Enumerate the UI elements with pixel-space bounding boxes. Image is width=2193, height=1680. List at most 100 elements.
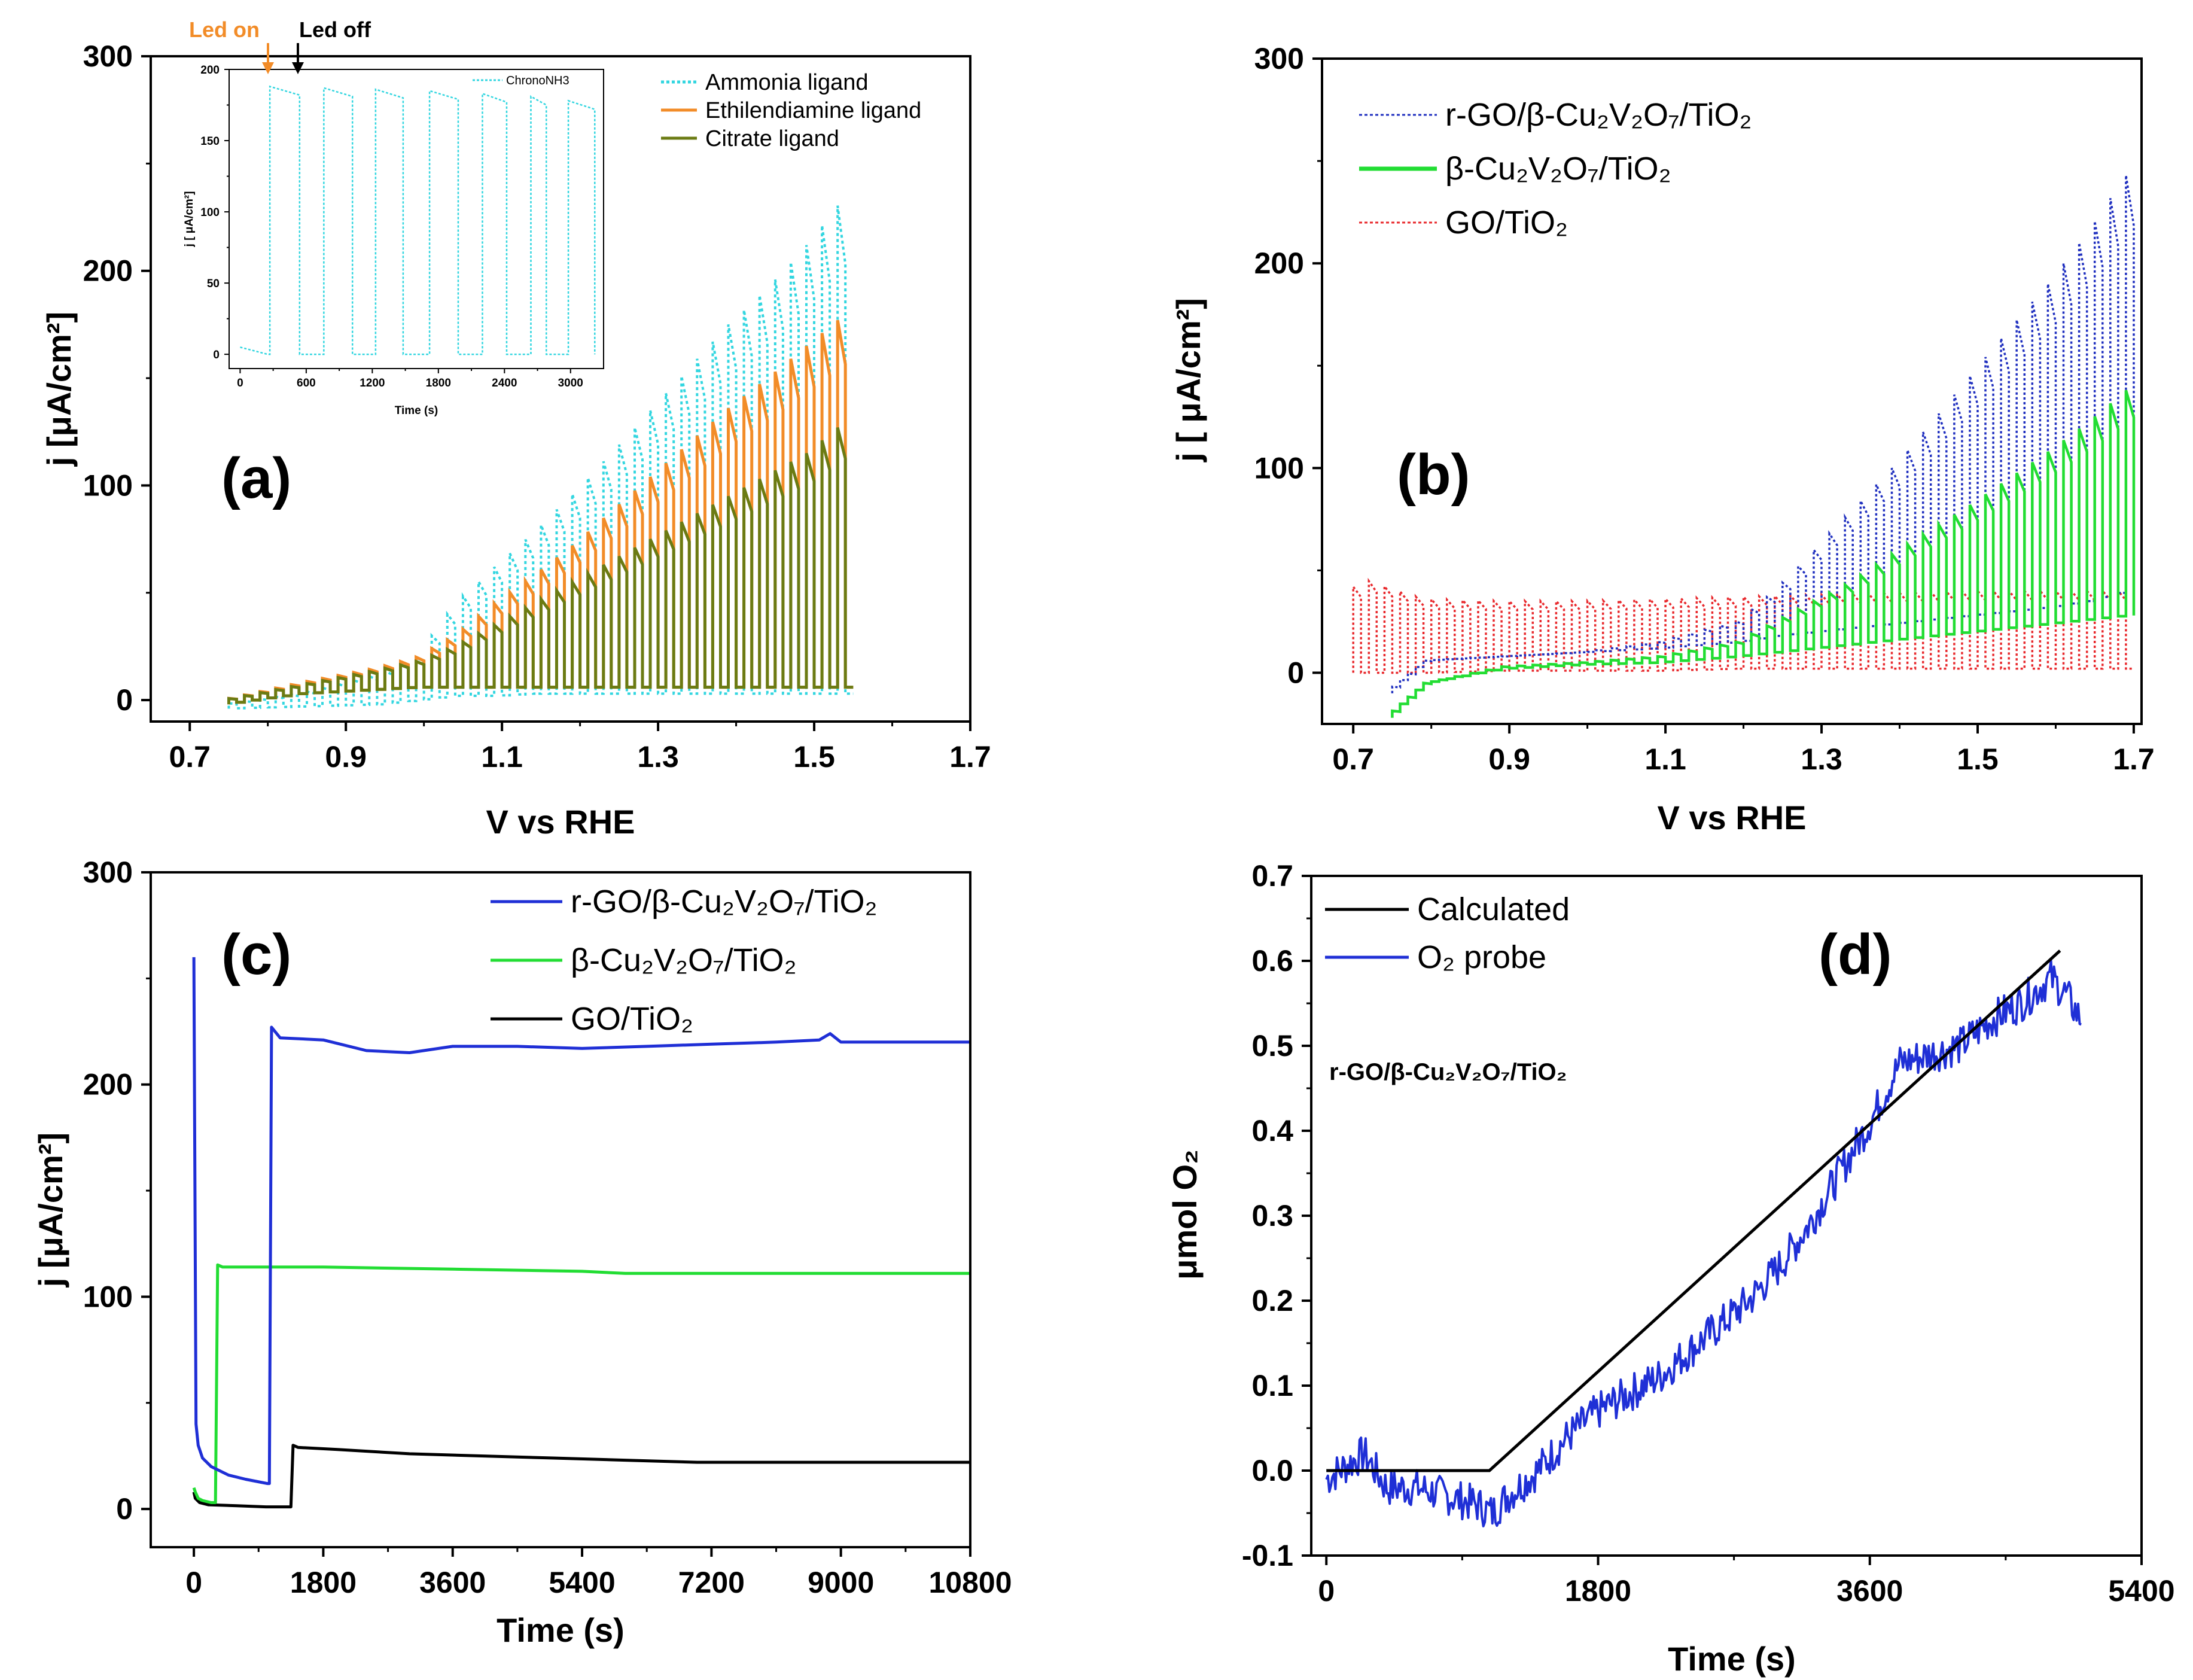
legend-label: β-Cu₂V₂O₇/TiO₂ xyxy=(571,942,797,978)
y-tick-label: 0.6 xyxy=(1251,944,1293,978)
y-tick-label: 0.2 xyxy=(1251,1284,1293,1317)
x-tick-label: 1.7 xyxy=(2113,742,2155,776)
x-tick-label: 0 xyxy=(1318,1574,1335,1608)
y-tick-label: 200 xyxy=(1254,246,1304,280)
panel-c-ticks: 0 1800 3600 5400 7200 9000 10800 0 100 200 300 xyxy=(83,856,1012,1599)
x-tick-label: 3000 xyxy=(558,377,583,389)
legend-label: Ethilendiamine ligand xyxy=(705,98,921,123)
series-line-1 xyxy=(192,957,970,1486)
y-tick-label: 0.0 xyxy=(1251,1454,1293,1487)
x-tick-label: 0 xyxy=(237,377,243,389)
legend-label: O₂ probe xyxy=(1417,939,1546,975)
inset-plot-area xyxy=(240,85,596,355)
y-tick-label: 200 xyxy=(200,64,220,77)
series-line-1 xyxy=(1391,175,2135,693)
y-tick-label: 0.3 xyxy=(1251,1199,1293,1232)
y-tick-label: 50 xyxy=(207,278,220,290)
x-tick-label: 5400 xyxy=(2108,1574,2174,1608)
x-tick-label: 1.3 xyxy=(1801,742,1842,776)
panel-a-letter: (a) xyxy=(221,446,291,510)
x-tick-label: 0.9 xyxy=(325,740,367,774)
y-tick-label: 300 xyxy=(1254,42,1304,75)
panel-b: 0.7 0.9 1.1 1.3 1.5 1.7 0 100 200 300 V vs RHE j … xyxy=(1169,42,2155,836)
panel-b-plot-area xyxy=(1352,175,2136,718)
panel-c-letter: (c) xyxy=(221,923,291,987)
panel-b-ylabel: j [ μA/cm²] xyxy=(1169,298,1207,462)
panel-b-letter: (b) xyxy=(1397,443,1470,507)
y-tick-label: 0 xyxy=(213,349,220,361)
x-tick-label: 0.7 xyxy=(169,740,211,774)
legend-label: β-Cu₂V₂O₇/TiO₂ xyxy=(1445,151,1671,187)
x-tick-label: 3600 xyxy=(419,1566,486,1599)
panel-b-legend: r-GO/β-Cu₂V₂O₇/TiO₂ β-Cu₂V₂O₇/TiO₂ GO/TiO₂ xyxy=(1359,97,1752,241)
legend-label: GO/TiO₂ xyxy=(571,1001,693,1037)
panel-d-sample-title: r-GO/β-Cu₂V₂O₇/TiO₂ xyxy=(1329,1059,1567,1085)
x-tick-label: 3600 xyxy=(1836,1574,1903,1608)
series-line-3 xyxy=(192,1444,970,1509)
y-tick-label: 150 xyxy=(200,135,220,148)
x-tick-label: 1.1 xyxy=(1644,742,1686,776)
series-line-2 xyxy=(1325,959,2082,1527)
x-tick-label: 0 xyxy=(185,1566,202,1599)
panel-c: 0 1800 3600 5400 7200 9000 10800 0 100 200 300 Tim… xyxy=(32,856,1012,1649)
panel-b-ticks: 0.7 0.9 1.1 1.3 1.5 1.7 0 100 200 300 xyxy=(1254,42,2155,776)
y-tick-label: 200 xyxy=(83,254,133,288)
y-tick-label: 100 xyxy=(83,468,133,502)
y-tick-label: 0 xyxy=(116,683,133,717)
inset-ticks: 0 600 1200 1800 2400 3000 0 50 100 150 200 xyxy=(200,64,583,389)
inset-ylabel: j [ μA/cm²] xyxy=(183,191,196,248)
panel-d-xlabel: Time (s) xyxy=(1668,1640,1796,1678)
led-off-annotation: Led off xyxy=(299,17,371,42)
panel-d-ylabel: μmol O₂ xyxy=(1166,1149,1204,1280)
panel-d-ticks: 0 1800 3600 5400 -0.1 0.0 0.1 0.2 0.3 0.4 0.5 0.6 0.… xyxy=(1242,859,2175,1608)
series-line-2 xyxy=(1391,389,2136,718)
x-tick-label: 1.3 xyxy=(637,740,679,774)
x-tick-label: 1.1 xyxy=(481,740,523,774)
panel-c-plot-area xyxy=(192,957,970,1509)
y-tick-label: 100 xyxy=(1254,451,1304,485)
y-tick-label: 0.1 xyxy=(1251,1369,1293,1402)
x-tick-label: 9000 xyxy=(808,1566,874,1599)
panel-a-xlabel: V vs RHE xyxy=(486,803,635,841)
x-tick-label: 0.9 xyxy=(1488,742,1530,776)
series-line-3 xyxy=(1352,577,2134,674)
x-tick-label: 1200 xyxy=(360,377,385,389)
panel-a-legend: Ammonia ligand Ethilendiamine ligand Citra… xyxy=(661,70,921,151)
y-tick-label: -0.1 xyxy=(1242,1539,1293,1572)
legend-label: r-GO/β-Cu₂V₂O₇/TiO₂ xyxy=(571,884,878,920)
panel-c-xlabel: Time (s) xyxy=(497,1611,625,1649)
legend-label: Calculated xyxy=(1417,891,1570,927)
inset-xlabel: Time (s) xyxy=(395,404,438,417)
y-tick-label: 0 xyxy=(116,1492,133,1526)
x-tick-label: 1.5 xyxy=(793,740,835,774)
x-tick-label: 1.5 xyxy=(1957,742,1999,776)
panel-d-legend: Calculated O₂ probe xyxy=(1325,891,1570,975)
panel-d-plot-area xyxy=(1325,949,2082,1527)
led-off-arrowhead xyxy=(292,62,304,74)
x-tick-label: 2400 xyxy=(492,377,517,389)
y-tick-label: 100 xyxy=(200,206,220,219)
x-tick-label: 1800 xyxy=(290,1566,357,1599)
panel-c-legend: r-GO/β-Cu₂V₂O₇/TiO₂ β-Cu₂V₂O₇/TiO₂ GO/TiO₂ xyxy=(491,884,878,1037)
y-tick-label: 300 xyxy=(83,39,133,73)
panel-a-inset: 0 600 1200 1800 2400 3000 0 50 100 150 200 Time (s… xyxy=(183,64,604,417)
x-tick-label: 5400 xyxy=(549,1566,615,1599)
panel-b-xlabel: V vs RHE xyxy=(1658,799,1807,836)
panel-d: 0 1800 3600 5400 -0.1 0.0 0.1 0.2 0.3 0.4 0.5 0.6 0.… xyxy=(1166,859,2175,1678)
legend-label: Ammonia ligand xyxy=(705,70,868,95)
legend-label: r-GO/β-Cu₂V₂O₇/TiO₂ xyxy=(1445,97,1752,133)
led-on-annotation: Led on xyxy=(189,17,260,42)
panel-d-frame xyxy=(1310,875,2143,1557)
panel-a-plot-area xyxy=(227,205,854,710)
x-tick-label: 600 xyxy=(297,377,316,389)
y-tick-label: 200 xyxy=(83,1068,133,1101)
panel-d-letter: (d) xyxy=(1819,923,1892,987)
panel-a-ylabel: j [μA/cm²] xyxy=(40,312,78,467)
y-tick-label: 0.5 xyxy=(1251,1029,1293,1063)
series-line-1 xyxy=(227,205,854,710)
x-tick-label: 1800 xyxy=(426,377,451,389)
panel-a-frame xyxy=(150,55,971,723)
x-tick-label: 1800 xyxy=(1565,1574,1631,1608)
led-on-arrowhead xyxy=(262,62,274,74)
